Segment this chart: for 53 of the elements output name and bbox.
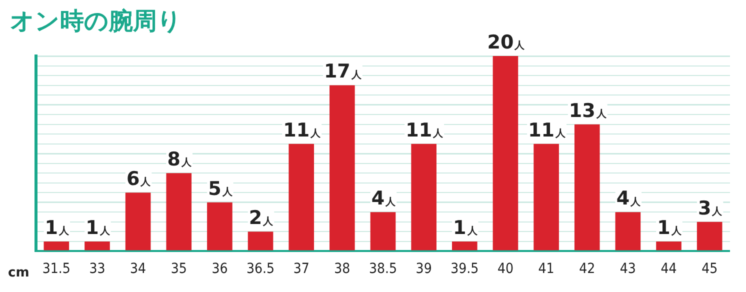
- data-label: 11人: [406, 119, 444, 142]
- data-label: 11人: [283, 119, 322, 142]
- bar: [696, 222, 722, 250]
- bar: [44, 241, 70, 250]
- x-tick-label: 41: [538, 261, 554, 278]
- bar: [615, 212, 641, 250]
- data-label: 3人: [698, 197, 724, 220]
- bar: [207, 202, 232, 250]
- data-label: 1人: [453, 216, 478, 239]
- x-tick-label: 42: [579, 261, 596, 278]
- data-label: 6人: [126, 168, 152, 190]
- data-label: 4人: [371, 188, 397, 210]
- bar: [574, 124, 600, 250]
- bar: [125, 192, 151, 250]
- x-tick-label: 43: [620, 261, 636, 278]
- x-tick-label: 37: [293, 261, 310, 278]
- x-tick-label: 38.5: [368, 261, 398, 278]
- x-tick-label: 31.5: [42, 261, 70, 278]
- bar: [166, 173, 192, 250]
- bar: [492, 56, 518, 250]
- data-label: 1人: [44, 216, 70, 239]
- chart-title: オン時の腕周り: [10, 6, 182, 36]
- x-tick-label: 45: [702, 261, 718, 278]
- x-tick-label: 34: [130, 261, 146, 278]
- data-label: 5人: [208, 178, 234, 200]
- bar: [411, 144, 436, 250]
- x-tick-label: 35: [170, 261, 187, 278]
- bar: [330, 85, 355, 250]
- x-axis-title: cm: [8, 266, 30, 281]
- x-tick-label: 39: [416, 261, 432, 278]
- data-label: 20人: [487, 31, 526, 54]
- x-tick-label: 36.5: [246, 261, 275, 278]
- data-label: 2人: [248, 207, 274, 230]
- bar: [248, 232, 274, 250]
- x-tick-label: 38: [334, 261, 350, 278]
- bar: [452, 241, 478, 250]
- bar: [534, 144, 559, 250]
- x-tick-label: 33: [89, 261, 106, 278]
- data-label: 1人: [657, 216, 682, 239]
- bar: [84, 241, 110, 250]
- bar: [370, 212, 396, 250]
- data-label: 4人: [616, 188, 642, 210]
- x-tick-label: 36: [212, 261, 228, 278]
- data-label: 13人: [568, 100, 608, 122]
- data-label: 8人: [167, 148, 192, 171]
- x-tick-label: 44: [660, 261, 677, 278]
- bar: [656, 241, 682, 250]
- bar: [288, 144, 314, 250]
- data-label: 11人: [528, 119, 567, 142]
- data-label: 17人: [324, 60, 362, 83]
- data-label: 1人: [86, 216, 111, 239]
- x-tick-label: 39.5: [450, 261, 479, 278]
- x-tick-label: 40: [497, 261, 514, 278]
